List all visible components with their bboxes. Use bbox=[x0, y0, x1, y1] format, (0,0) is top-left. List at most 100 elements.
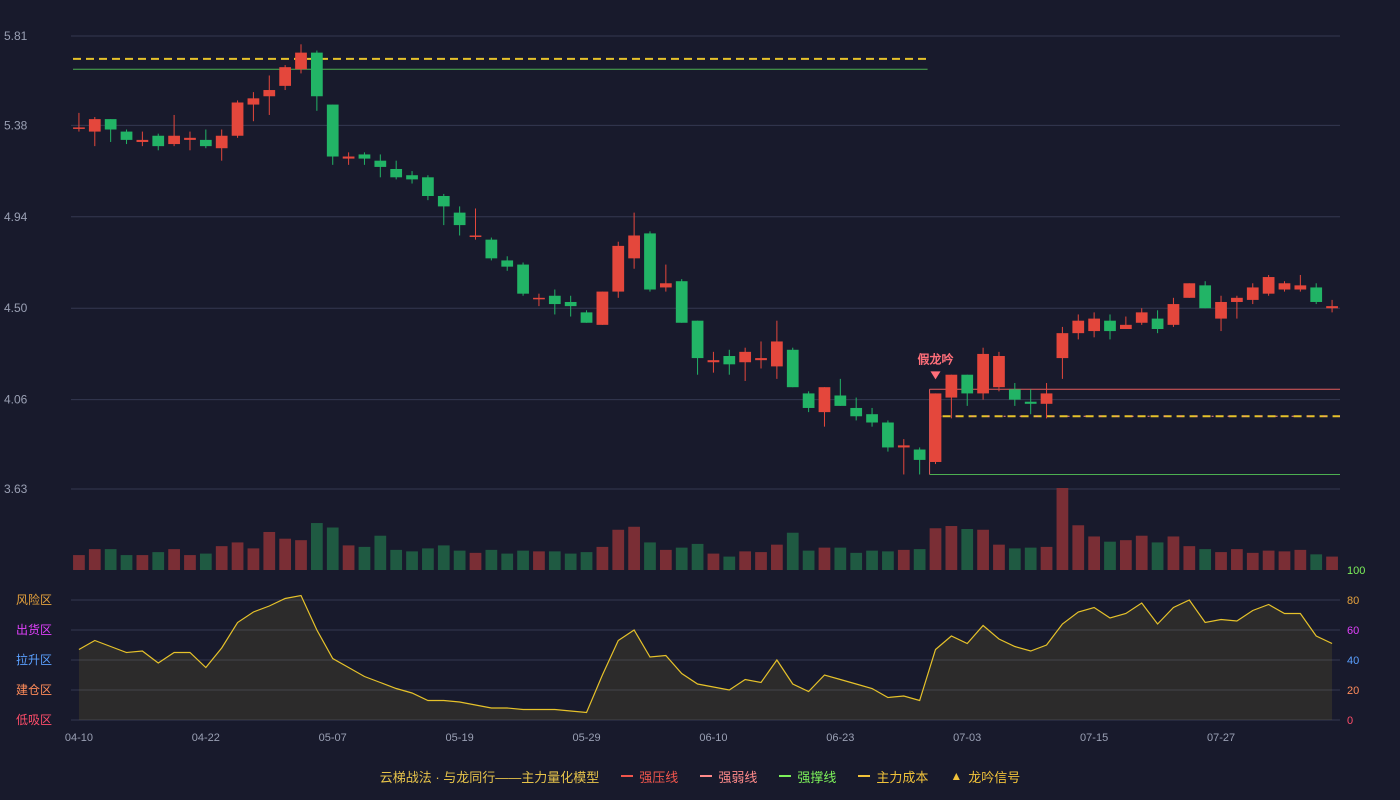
candle-body bbox=[469, 235, 482, 237]
candle-body bbox=[739, 351, 752, 363]
candle-body bbox=[1119, 324, 1132, 329]
date-tick-label: 04-22 bbox=[192, 732, 220, 744]
candle-body bbox=[707, 360, 720, 363]
volume-bar bbox=[295, 540, 307, 570]
candle-body bbox=[215, 135, 228, 149]
date-tick-label: 05-29 bbox=[572, 732, 600, 744]
signal-marker: 假龙吟 bbox=[917, 351, 954, 380]
candle-body bbox=[913, 449, 926, 460]
legend-item-resistance[interactable]: 强压线 bbox=[621, 767, 678, 786]
legend-swatch bbox=[858, 775, 871, 777]
volume-bar bbox=[469, 552, 482, 570]
date-tick-label: 07-03 bbox=[953, 732, 981, 744]
chart-legend: 云梯战法 · 与龙同行——主力量化模型 强压线 强弱线 强撑线 主力成本 ▲ 龙… bbox=[0, 764, 1400, 788]
volume-bar bbox=[644, 542, 656, 570]
indicator-line bbox=[78, 594, 1333, 714]
volume-bar bbox=[120, 555, 133, 570]
volume-bar bbox=[231, 542, 244, 570]
volume-bar bbox=[73, 555, 85, 570]
volume-bar bbox=[390, 549, 403, 570]
volume-bar bbox=[1326, 556, 1338, 570]
candle-body bbox=[73, 127, 85, 129]
legend-item-signal[interactable]: ▲ 龙吟信号 bbox=[950, 767, 1020, 786]
price-tick-label: 4.94 bbox=[4, 210, 28, 224]
volume-bar bbox=[977, 529, 989, 570]
price-tick-label: 4.06 bbox=[4, 393, 28, 407]
legend-label: 强压线 bbox=[639, 769, 679, 785]
volume-bar bbox=[691, 543, 704, 570]
candle-body bbox=[374, 160, 387, 167]
volume-bar bbox=[993, 544, 1005, 570]
indicator-axis-label: 60 bbox=[1347, 625, 1359, 637]
candle-body bbox=[961, 374, 974, 394]
volume-bar bbox=[1024, 547, 1037, 570]
volume-bar bbox=[374, 535, 387, 570]
candle-body bbox=[612, 245, 625, 292]
volume-bar bbox=[628, 526, 640, 570]
date-tick-label: 07-27 bbox=[1207, 732, 1235, 744]
legend-item-support[interactable]: 强撑线 bbox=[779, 767, 836, 786]
date-tick-label: 04-10 bbox=[65, 732, 93, 744]
volume-bar bbox=[739, 551, 752, 570]
volume-bar bbox=[818, 547, 831, 570]
volume-bar bbox=[1072, 525, 1085, 570]
price-tick-label: 3.63 bbox=[4, 482, 28, 496]
date-tick-label: 06-10 bbox=[699, 732, 727, 744]
volume-bar bbox=[897, 549, 910, 570]
legend-item-cost[interactable]: 主力成本 bbox=[858, 767, 928, 786]
triangle-icon: ▲ bbox=[950, 769, 963, 783]
candle-body bbox=[1199, 285, 1212, 309]
candle-body bbox=[1262, 277, 1275, 294]
legend-item-strength[interactable]: 强弱线 bbox=[700, 767, 757, 786]
volume-bars bbox=[73, 488, 1338, 570]
date-tick-label: 06-23 bbox=[826, 732, 854, 744]
candle-body bbox=[104, 119, 117, 130]
indicator-axis-label: 0 bbox=[1347, 715, 1353, 727]
candle-body bbox=[358, 154, 371, 159]
legend-label: 龙吟信号 bbox=[968, 769, 1021, 785]
date-axis: 04-10 04-22 05-07 05-19 05-29 06-10 06-23 07-03… bbox=[65, 732, 1235, 744]
candle-body bbox=[1151, 318, 1164, 329]
volume-bar bbox=[1231, 549, 1243, 570]
volume-bar bbox=[152, 552, 165, 570]
candle-body bbox=[263, 90, 276, 97]
price-axis: 5.81 5.38 4.94 4.50 4.06 3.63 bbox=[4, 29, 28, 496]
volume-bar bbox=[88, 549, 101, 570]
volume-bar bbox=[1294, 549, 1307, 570]
candle-body bbox=[1310, 287, 1323, 302]
volume-bar bbox=[771, 544, 783, 570]
candle-body bbox=[945, 374, 958, 398]
volume-bar bbox=[310, 523, 323, 570]
volume-bar bbox=[1008, 548, 1021, 570]
volume-bar bbox=[1215, 552, 1227, 570]
candle-body bbox=[533, 297, 545, 300]
candle-body bbox=[644, 233, 656, 290]
candle-body bbox=[517, 264, 529, 294]
volume-bar bbox=[866, 550, 878, 570]
candle-body bbox=[136, 139, 149, 142]
volume-bar bbox=[802, 550, 815, 570]
volume-bar bbox=[1119, 540, 1132, 570]
candle-body bbox=[453, 212, 466, 226]
candle-body bbox=[1231, 297, 1243, 302]
volume-bar bbox=[517, 550, 529, 570]
candle-body bbox=[866, 414, 878, 423]
candle-body bbox=[1008, 389, 1021, 400]
candle-body bbox=[818, 387, 831, 413]
candle-body bbox=[310, 52, 323, 97]
candle-body bbox=[834, 395, 847, 406]
volume-bar bbox=[136, 555, 149, 570]
volume-bar bbox=[406, 551, 418, 570]
candle-body bbox=[1326, 306, 1338, 309]
volume-bar bbox=[1088, 536, 1101, 570]
candle-body bbox=[548, 295, 561, 305]
volume-bar bbox=[215, 546, 228, 570]
candle-body bbox=[247, 98, 260, 105]
candle-body bbox=[1088, 318, 1101, 332]
candle-body bbox=[1040, 393, 1053, 404]
volume-bar bbox=[1183, 546, 1196, 570]
volume-bar bbox=[279, 538, 292, 570]
indicator-axis-label: 20 bbox=[1347, 685, 1359, 697]
candle-body bbox=[1215, 301, 1227, 319]
volume-bar bbox=[707, 553, 720, 570]
